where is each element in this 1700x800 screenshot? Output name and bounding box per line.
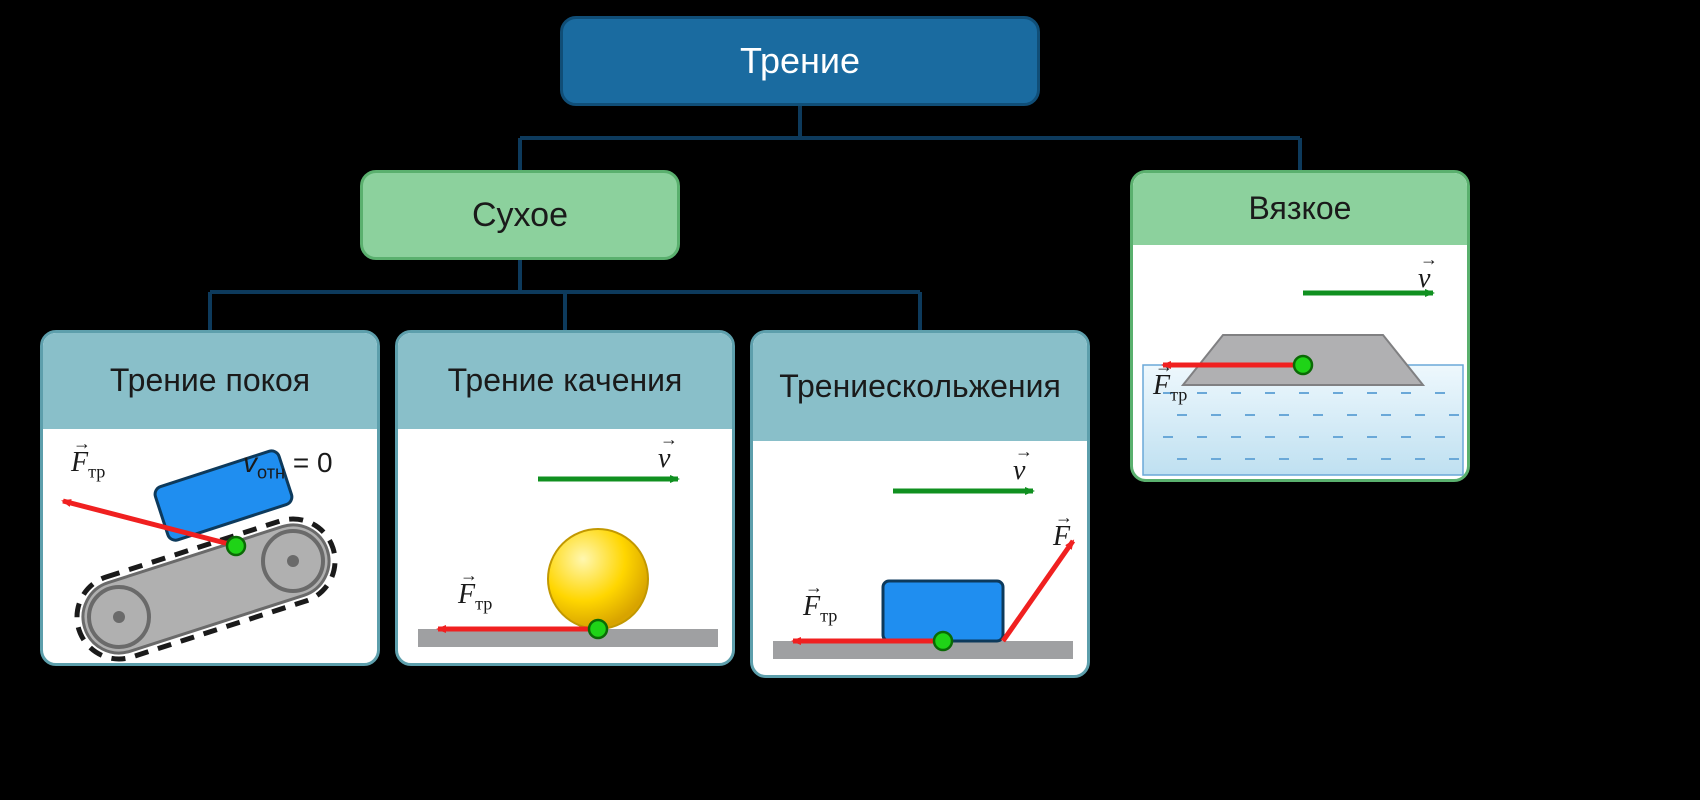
- label-f-friction: →Fтр: [803, 591, 837, 627]
- illustration-rolling: →v →Fтр: [398, 429, 732, 666]
- dry-label: Сухое: [472, 196, 568, 235]
- label-f-friction: →Fтр: [1153, 370, 1187, 406]
- root-label: Трение: [740, 40, 860, 82]
- viscous-card: Вязкое →v →Fтр: [1130, 170, 1470, 482]
- label-f-friction: →Fтр: [458, 579, 492, 615]
- root-node-friction: Трение: [560, 16, 1040, 106]
- leaf-title: Трение качения: [398, 333, 732, 429]
- label-f-pull: →F: [1053, 521, 1070, 553]
- leaf-card-sliding: Трениескольжения →v →Fтр →F: [750, 330, 1090, 678]
- label-v: →v: [658, 443, 670, 475]
- illustration-boat: →v →Fтр: [1133, 245, 1467, 482]
- leaf-card-rolling: Трение качения →v →Fтр: [395, 330, 735, 666]
- illustration-sliding: →v →Fтр →F: [753, 441, 1087, 678]
- dry-friction-node: Сухое: [360, 170, 680, 260]
- viscous-title: Вязкое: [1133, 173, 1467, 245]
- illustration-conveyor: →Fтр vотн = 0: [43, 429, 377, 666]
- label-v-rel: vотн = 0: [243, 447, 333, 484]
- label-f-friction: →Fтр: [71, 447, 105, 483]
- leaf-card-conveyor: Трение покоя →Fтр vотн = 0: [40, 330, 380, 666]
- label-v: →v: [1013, 455, 1025, 487]
- label-v: →v: [1418, 263, 1430, 295]
- leaf-title: Трениескольжения: [753, 333, 1087, 441]
- leaf-title: Трение покоя: [43, 333, 377, 429]
